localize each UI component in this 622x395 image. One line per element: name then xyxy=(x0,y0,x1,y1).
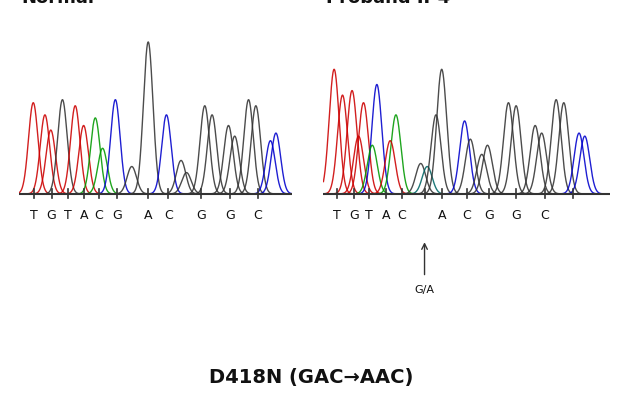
Text: C: C xyxy=(541,209,549,222)
Text: A: A xyxy=(144,209,152,222)
Text: G: G xyxy=(349,209,359,222)
Text: T: T xyxy=(365,209,373,222)
Text: C: C xyxy=(253,209,262,222)
Text: G: G xyxy=(47,209,57,222)
Text: G: G xyxy=(485,209,494,222)
Text: A: A xyxy=(80,209,88,222)
Text: C: C xyxy=(462,209,471,222)
Text: Proband II-4: Proband II-4 xyxy=(327,0,450,7)
Text: A: A xyxy=(382,209,391,222)
Text: G: G xyxy=(225,209,235,222)
Text: C: C xyxy=(397,209,406,222)
Text: G/A: G/A xyxy=(414,285,435,295)
Text: G: G xyxy=(196,209,206,222)
Text: A: A xyxy=(437,209,446,222)
Text: T: T xyxy=(333,209,341,222)
Text: Normal: Normal xyxy=(21,0,95,7)
Text: C: C xyxy=(164,209,173,222)
Text: C: C xyxy=(95,209,103,222)
Text: T: T xyxy=(30,209,38,222)
Text: T: T xyxy=(64,209,72,222)
Text: D418N (GAC→AAC): D418N (GAC→AAC) xyxy=(209,368,413,387)
Text: G: G xyxy=(511,209,521,222)
Text: G: G xyxy=(113,209,122,222)
